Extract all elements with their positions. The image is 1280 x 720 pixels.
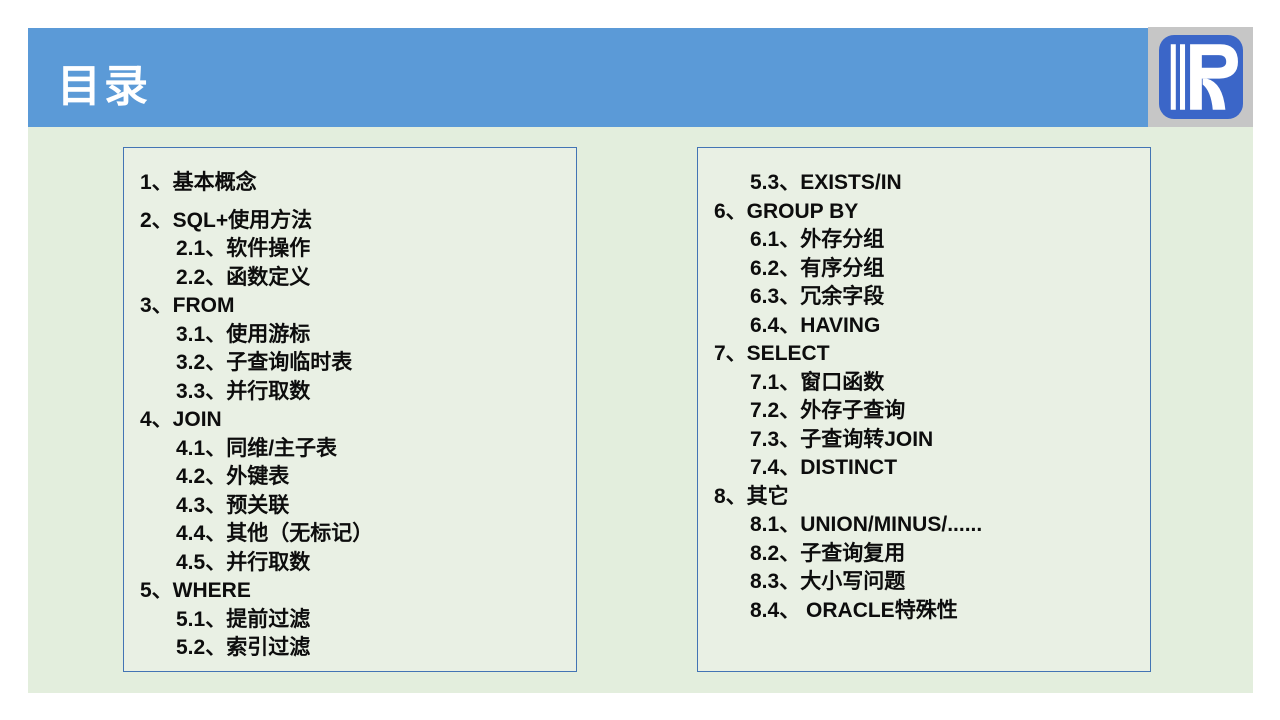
toc-item: 8、其它	[714, 484, 789, 508]
toc-item: 2、SQL+使用方法	[140, 208, 313, 232]
toc-item: 8.3、大小写问题	[750, 570, 906, 593]
toc-left-list: 1、基本概念 2、SQL+使用方法 2.1、软件操作 2.2、函数定义 3、FROM 3.…	[124, 148, 576, 663]
r-brand-logo-icon	[1158, 35, 1243, 119]
toc-item: 7、SELECT	[714, 342, 830, 365]
toc-item: 8.4、 ORACLE特殊性	[750, 598, 958, 622]
toc-item: 6.3、冗余字段	[750, 285, 885, 308]
toc-item: 3.1、使用游标	[176, 322, 311, 346]
toc-item: 4、JOIN	[140, 408, 222, 431]
toc-item: 8.2、子查询复用	[750, 541, 906, 565]
toc-item: 5.1、提前过滤	[176, 607, 311, 631]
toc-item: 7.2、外存子查询	[750, 399, 906, 422]
toc-item: 4.4、其他（无标记）	[176, 522, 374, 545]
toc-item: 4.1、同维/主子表	[176, 436, 338, 460]
toc-item: 2.1、软件操作	[176, 237, 311, 260]
toc-item: 7.4、DISTINCT	[750, 456, 898, 479]
toc-item: 8.1、UNION/MINUS/......	[750, 513, 983, 536]
toc-item: 4.2、外键表	[176, 465, 290, 488]
logo-frame	[1148, 27, 1253, 127]
slide-header: 目录	[28, 28, 1148, 127]
page-title: 目录	[57, 61, 151, 111]
toc-item: 2.2、函数定义	[176, 265, 311, 289]
toc-item: 6.1、外存分组	[750, 228, 885, 251]
toc-item: 3.3、并行取数	[176, 379, 311, 403]
toc-item: 6、GROUP BY	[714, 199, 859, 223]
toc-item: 6.4、HAVING	[750, 313, 881, 337]
toc-item: 5.2、索引过滤	[176, 636, 311, 659]
toc-right-box: 5.3、EXISTS/IN 6、GROUP BY 6.1、外存分组 6.2、有序分组 6…	[697, 147, 1151, 672]
toc-item: 7.3、子查询转JOIN	[750, 427, 934, 451]
toc-right-list: 5.3、EXISTS/IN 6、GROUP BY 6.1、外存分组 6.2、有序分组 6…	[698, 148, 1150, 625]
toc-item: 7.1、窗口函数	[750, 370, 885, 394]
toc-item: 1、基本概念	[140, 171, 257, 194]
toc-item: 6.2、有序分组	[750, 256, 885, 280]
toc-item: 5、WHERE	[140, 579, 251, 602]
content-area: 1、基本概念 2、SQL+使用方法 2.1、软件操作 2.2、函数定义 3、FROM 3.…	[28, 127, 1253, 693]
toc-item: 3.2、子查询临时表	[176, 351, 353, 374]
toc-item: 5.3、EXISTS/IN	[750, 171, 902, 194]
toc-item: 4.3、预关联	[176, 493, 290, 517]
toc-item: 4.5、并行取数	[176, 550, 311, 574]
toc-left-box: 1、基本概念 2、SQL+使用方法 2.1、软件操作 2.2、函数定义 3、FROM 3.…	[123, 147, 577, 672]
toc-item: 3、FROM	[140, 294, 235, 317]
